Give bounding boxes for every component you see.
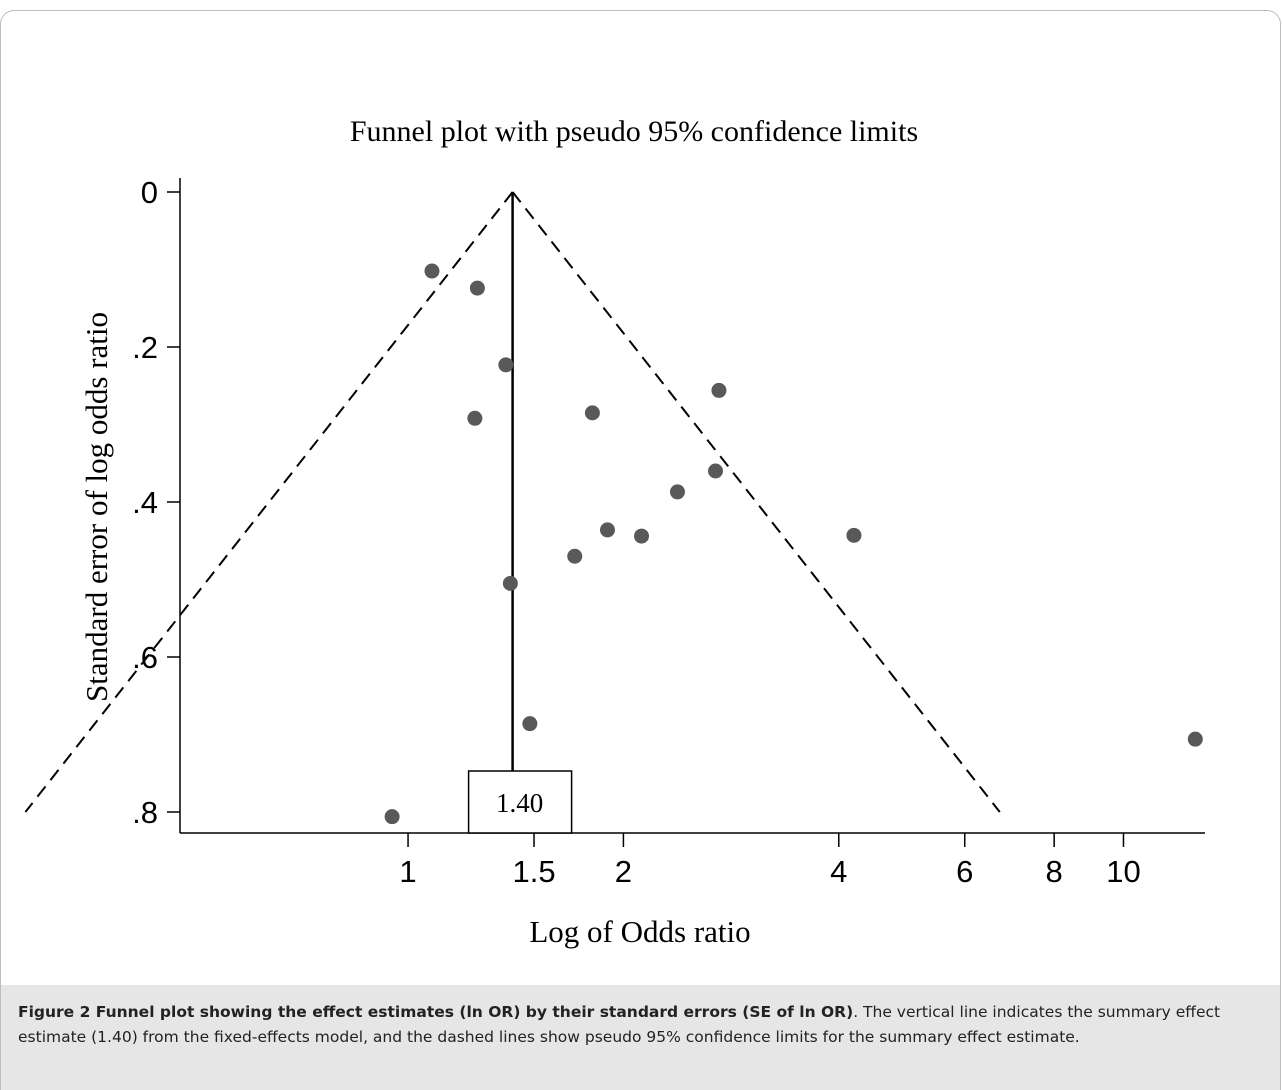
x-tick-label: 1 bbox=[399, 854, 416, 889]
caption-bold: Figure 2 Funnel plot showing the effect … bbox=[18, 1003, 854, 1021]
study-point bbox=[498, 357, 514, 373]
funnel-limits bbox=[24, 191, 1001, 813]
study-point bbox=[469, 280, 485, 296]
y-tick-label: .8 bbox=[132, 795, 158, 830]
study-point bbox=[846, 527, 862, 543]
study-point bbox=[467, 410, 483, 426]
x-tick-label: 10 bbox=[1106, 854, 1140, 889]
x-tick-label: 4 bbox=[830, 854, 847, 889]
y-tick-label: .2 bbox=[132, 330, 158, 365]
study-point bbox=[1187, 731, 1203, 747]
y-axis: 0 .2 .4 .6 .8 bbox=[132, 175, 181, 833]
study-points bbox=[384, 263, 1203, 825]
study-point bbox=[522, 716, 538, 732]
caption-band bbox=[1, 985, 1280, 1090]
study-point bbox=[424, 263, 440, 279]
study-point bbox=[708, 463, 724, 479]
lower-confidence-limit bbox=[24, 191, 514, 813]
x-tick-label: 8 bbox=[1046, 854, 1063, 889]
summary-estimate-label: 1.40 bbox=[496, 788, 543, 818]
figure-caption: Figure 2 Funnel plot showing the effect … bbox=[18, 1000, 1273, 1050]
y-axis-label: Standard error of log odds ratio bbox=[79, 312, 114, 702]
x-axis: 1 1.5 2 4 6 8 10 bbox=[180, 832, 1205, 889]
study-point bbox=[384, 809, 400, 825]
summary-box-outline bbox=[467, 770, 573, 834]
study-point bbox=[567, 548, 583, 564]
study-point bbox=[711, 382, 727, 398]
study-point bbox=[669, 484, 685, 500]
y-tick-label: 0 bbox=[141, 175, 158, 210]
chart-title: Funnel plot with pseudo 95% confidence l… bbox=[350, 115, 918, 148]
study-point bbox=[584, 405, 600, 421]
caption-text: . The vertical line indicates the summar… bbox=[18, 1003, 1221, 1046]
x-tick-label: 2 bbox=[615, 854, 632, 889]
study-point bbox=[599, 522, 615, 538]
study-point bbox=[502, 575, 518, 591]
upper-confidence-limit bbox=[511, 191, 1001, 813]
study-point bbox=[634, 528, 650, 544]
y-tick-label: .4 bbox=[132, 485, 158, 520]
funnel-plot: Funnel plot with pseudo 95% confidence l… bbox=[24, 115, 1205, 949]
x-axis-label: Log of Odds ratio bbox=[529, 914, 750, 949]
x-tick-label: 1.5 bbox=[512, 854, 555, 889]
x-tick-label: 6 bbox=[956, 854, 973, 889]
y-tick-label: .6 bbox=[132, 640, 158, 675]
summary-estimate-box: 1.40 bbox=[467, 770, 573, 834]
figure-frame bbox=[0, 10, 1281, 1090]
